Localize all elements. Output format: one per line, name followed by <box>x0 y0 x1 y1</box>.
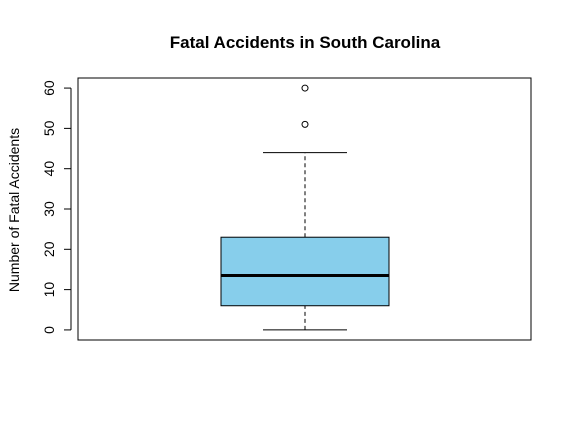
y-tick-label: 0 <box>41 326 57 334</box>
y-tick-label: 10 <box>41 282 57 298</box>
y-tick-label: 20 <box>41 241 57 257</box>
y-tick-label: 50 <box>41 120 57 136</box>
y-tick-label: 30 <box>41 201 57 217</box>
y-tick-label: 60 <box>41 80 57 96</box>
box-plot <box>221 85 389 330</box>
y-axis-label: Number of Fatal Accidents <box>6 128 22 292</box>
outlier-point <box>302 121 308 127</box>
y-tick-label: 40 <box>41 161 57 177</box>
chart-title: Fatal Accidents in South Carolina <box>170 33 441 52</box>
outlier-point <box>302 85 308 91</box>
y-axis: 0 10 20 30 40 50 60 <box>41 80 71 334</box>
box-iqr <box>221 237 389 306</box>
